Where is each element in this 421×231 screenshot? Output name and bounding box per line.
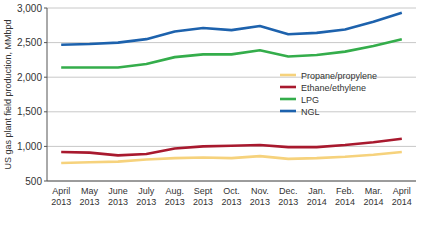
x-tick-label: Mar.2014: [363, 186, 383, 207]
x-tick-label: April2013: [51, 186, 71, 207]
x-tick-label-line: 2013: [165, 197, 185, 207]
y-axis-label: US gas plant field production, MMbpd: [3, 19, 13, 169]
x-tick-label: Oct.2013: [221, 186, 241, 207]
x-tick-label: July2013: [136, 186, 156, 207]
x-tick-label-line: 2014: [392, 197, 412, 207]
x-tick-label-line: 2013: [136, 197, 156, 207]
x-tick-label: June2013: [108, 186, 128, 207]
x-tick-label-line: 2013: [250, 197, 270, 207]
plot-area: [61, 13, 402, 163]
x-tick-label-line: Mar.: [365, 186, 383, 196]
x-tick-label-line: Dec.: [279, 186, 298, 196]
x-tick-label-line: 2014: [307, 197, 327, 207]
x-tick-label-line: April: [393, 186, 411, 196]
legend-label: Propane/propylene: [301, 71, 377, 81]
x-tick-label: Feb.2014: [335, 186, 355, 207]
series-line: [61, 13, 402, 45]
legend-swatch: [280, 110, 296, 113]
legend-swatch: [280, 98, 296, 101]
legend-label: LPG: [301, 95, 319, 105]
x-tick-label-line: April: [52, 186, 70, 196]
x-tick-label-line: Sept: [194, 186, 213, 196]
grid-line: [47, 111, 416, 112]
x-tick-label-line: June: [108, 186, 128, 196]
legend-swatch: [280, 86, 296, 89]
x-tick-label-line: 2013: [278, 197, 298, 207]
x-tick-label-line: 2013: [80, 197, 100, 207]
y-tick-label: 1,500: [17, 106, 42, 117]
y-tick-label: 3,000: [17, 3, 42, 14]
x-tick-label: April2014: [392, 186, 412, 207]
x-tick-label-line: Feb.: [336, 186, 354, 196]
x-tick-label-line: 2013: [193, 197, 213, 207]
legend: Propane/propylene Ethane/ethylene LPG NGL: [280, 71, 377, 117]
x-tick-label-line: Aug.: [165, 186, 184, 196]
x-tick-label-line: 2014: [363, 197, 383, 207]
series-line: [61, 139, 402, 156]
x-axis: [47, 181, 416, 182]
legend-label: NGL: [301, 107, 320, 117]
x-tick-label-line: Nov.: [251, 186, 269, 196]
grid-line: [47, 8, 416, 9]
x-tick-label-line: 2013: [51, 197, 71, 207]
y-tick-label: 2,500: [17, 37, 42, 48]
x-tick-label-line: Oct.: [223, 186, 240, 196]
x-tick-label-line: May: [81, 186, 99, 196]
legend-label: Ethane/ethylene: [301, 83, 366, 93]
y-tick-label: 1,000: [17, 141, 42, 152]
x-tick-label-line: 2014: [335, 197, 355, 207]
x-tick-label: Nov.2013: [250, 186, 270, 207]
chart: 500 1,000 1,500 2,000 2,500 3,000 US gas plant…: [0, 0, 421, 231]
legend-swatch: [280, 74, 296, 77]
grid-line: [47, 181, 416, 182]
y-tick-label: 2,000: [17, 72, 42, 83]
x-tick-label: May2013: [80, 186, 100, 207]
x-tick-label-line: 2013: [221, 197, 241, 207]
x-tick-label: Jan.2014: [307, 186, 327, 207]
x-tick-label: Sept2013: [193, 186, 213, 207]
y-tick-label: 500: [25, 176, 42, 187]
x-tick-label: Dec.2013: [278, 186, 298, 207]
y-axis: [47, 8, 48, 181]
x-tick-label-line: July: [138, 186, 155, 196]
x-tick-label-line: 2013: [108, 197, 128, 207]
x-tick-label-line: Jan.: [308, 186, 325, 196]
x-tick-label: Aug.2013: [165, 186, 185, 207]
